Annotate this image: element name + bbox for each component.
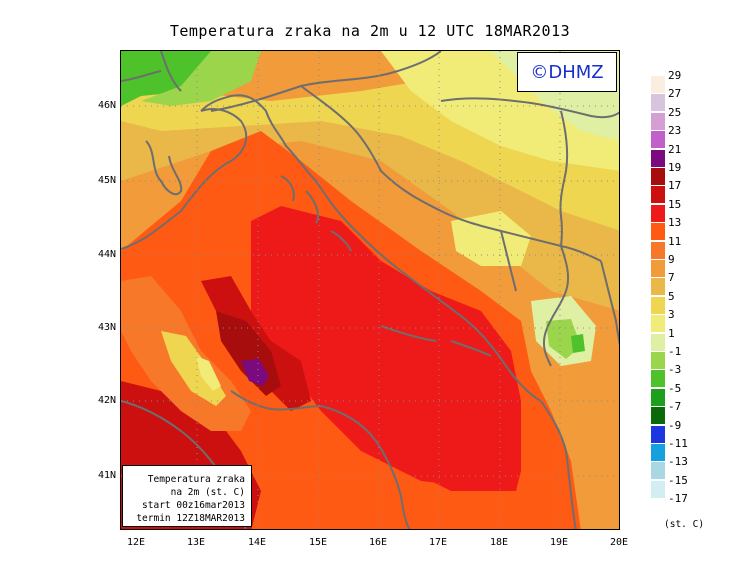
legend-label: 1 [668, 326, 675, 340]
legend-label: -5 [668, 381, 682, 395]
info-box: Temperatura zraka na 2m (st. C) start 00… [122, 465, 252, 527]
field-cool-nw [141, 51, 261, 106]
lon-label-18e: 18E [489, 537, 509, 548]
legend-swatch [651, 315, 665, 333]
legend-label: 13 [668, 216, 682, 230]
legend-swatch [651, 480, 665, 498]
lon-label-16e: 16E [368, 537, 388, 548]
legend-swatch [651, 223, 665, 241]
legend-swatch [651, 444, 665, 461]
lat-label-41n: 41N [97, 470, 116, 481]
info-line-1: Temperatura zraka [147, 474, 245, 485]
legend-swatch [651, 462, 665, 480]
legend-label: -3 [668, 363, 682, 377]
lon-label-13e: 13E [186, 537, 206, 548]
lon-label-14e: 14E [247, 537, 267, 548]
field-1-bosnia [451, 211, 531, 266]
legend-swatch [651, 76, 665, 93]
map-title: Temperatura zraka na 2m u 12 UTC 18MAR20… [169, 22, 571, 40]
legend-label: -11 [668, 437, 688, 450]
lat-label-46n: 46N [97, 100, 116, 111]
lon-label-12e: 12E [126, 537, 146, 548]
legend-swatch [651, 241, 665, 259]
legend-swatch [651, 260, 665, 277]
legend-label: -15 [668, 473, 688, 487]
legend-label: 3 [668, 308, 675, 322]
map-canvas [121, 51, 619, 529]
legend-label: 23 [668, 124, 682, 138]
legend-label: -17 [668, 492, 688, 506]
info-line-2: na 2m (st. C) [170, 487, 245, 498]
legend-swatch [651, 333, 665, 351]
field-cold-dot [571, 334, 585, 353]
legend-label: 27 [668, 87, 682, 101]
legend-swatch [651, 425, 665, 443]
legend-swatch [651, 204, 665, 222]
legend-swatch [651, 149, 665, 167]
legend-label: 15 [668, 197, 682, 211]
graticule [121, 51, 619, 529]
legend-swatch [651, 94, 665, 112]
legend-swatch [651, 168, 665, 185]
legend-swatch [651, 278, 665, 296]
legend-swatch [651, 352, 665, 369]
legend-label: -13 [668, 455, 688, 469]
legend-label: 17 [668, 179, 682, 193]
legend-label: -9 [668, 418, 682, 432]
legend-swatch [651, 388, 665, 406]
legend-swatch [651, 112, 665, 130]
info-line-3: start 00z16mar2013 [142, 500, 245, 511]
lat-label-42n: 42N [97, 395, 116, 406]
legend-swatch [651, 407, 665, 425]
legend-swatch [651, 370, 665, 388]
legend-label: 29 [668, 69, 682, 82]
lat-label-45n: 45N [97, 175, 116, 186]
legend-label: 21 [668, 142, 682, 156]
legend-units: (st. C) [664, 519, 705, 530]
legend-label: 5 [668, 289, 675, 303]
temperature-map [120, 50, 620, 530]
legend-label: -1 [668, 345, 682, 358]
legend-label: -7 [668, 400, 682, 414]
legend-label: 9 [668, 253, 675, 266]
field-19-21 [241, 359, 269, 386]
dhmz-logo: ©DHMZ [517, 52, 617, 92]
lon-label-17e: 17E [428, 537, 448, 548]
legend-swatch [651, 296, 665, 314]
field-italy-coast-yellow [161, 331, 226, 406]
legend-swatch [651, 186, 665, 204]
lon-label-19e: 19E [549, 537, 569, 548]
lat-label-44n: 44N [97, 249, 116, 260]
legend-label: 19 [668, 161, 682, 174]
field-cold-montenegro [546, 319, 581, 359]
lon-label-15e: 15E [308, 537, 328, 548]
field-italy-coast-pale [196, 356, 221, 391]
legend-label: 11 [668, 234, 682, 248]
info-line-4: termin 12Z18MAR2013 [136, 513, 245, 524]
legend-label: 25 [668, 105, 682, 119]
legend-label: 7 [668, 271, 675, 285]
lat-label-43n: 43N [97, 322, 116, 333]
lon-label-20e: 20E [609, 537, 629, 548]
legend-swatch [651, 131, 665, 149]
